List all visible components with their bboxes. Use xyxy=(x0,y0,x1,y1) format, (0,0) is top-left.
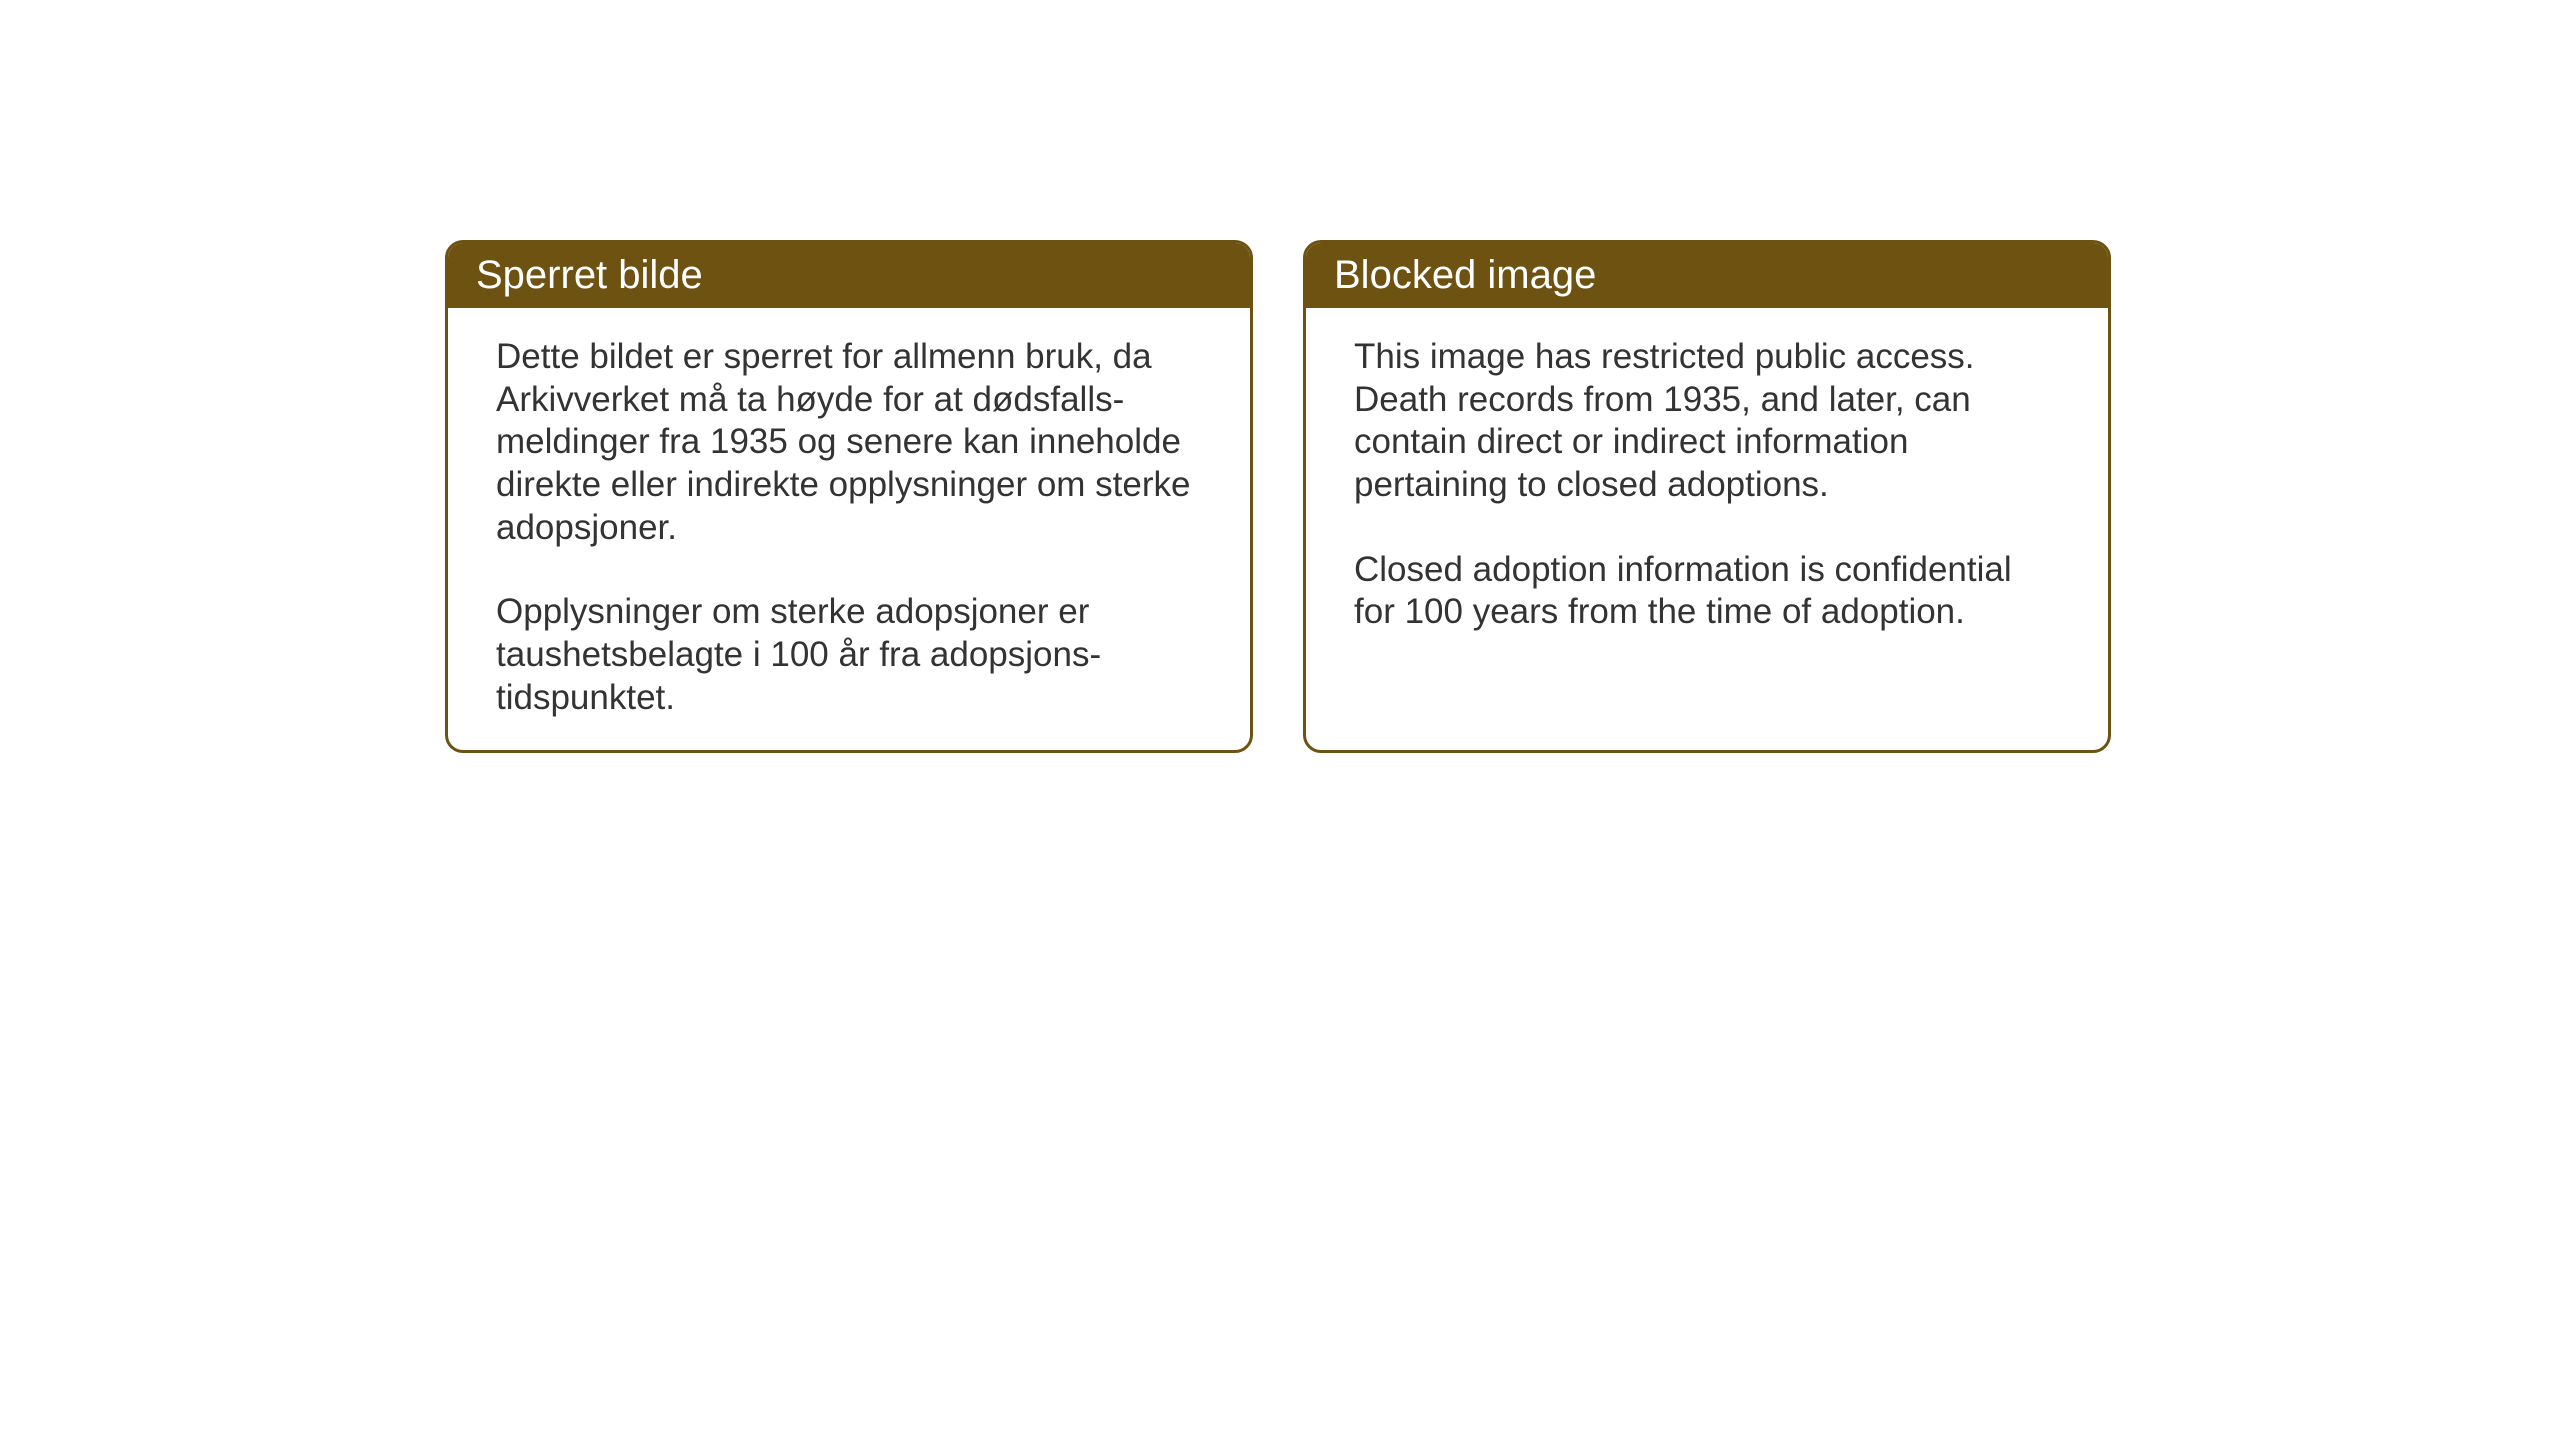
card-paragraph1-norwegian: Dette bildet er sperret for allmenn bruk… xyxy=(496,336,1202,549)
notice-container: Sperret bilde Dette bildet er sperret fo… xyxy=(445,240,2111,753)
notice-card-norwegian: Sperret bilde Dette bildet er sperret fo… xyxy=(445,240,1253,753)
card-paragraph1-english: This image has restricted public access.… xyxy=(1354,336,2060,507)
card-body-norwegian: Dette bildet er sperret for allmenn bruk… xyxy=(448,308,1250,753)
card-paragraph2-norwegian: Opplysninger om sterke adopsjoner er tau… xyxy=(496,591,1202,719)
card-header-norwegian: Sperret bilde xyxy=(448,243,1250,308)
notice-card-english: Blocked image This image has restricted … xyxy=(1303,240,2111,753)
card-title-english: Blocked image xyxy=(1334,253,1596,297)
card-title-norwegian: Sperret bilde xyxy=(476,253,703,297)
card-paragraph2-english: Closed adoption information is confident… xyxy=(1354,549,2060,634)
card-header-english: Blocked image xyxy=(1306,243,2108,308)
card-body-english: This image has restricted public access.… xyxy=(1306,308,2108,672)
